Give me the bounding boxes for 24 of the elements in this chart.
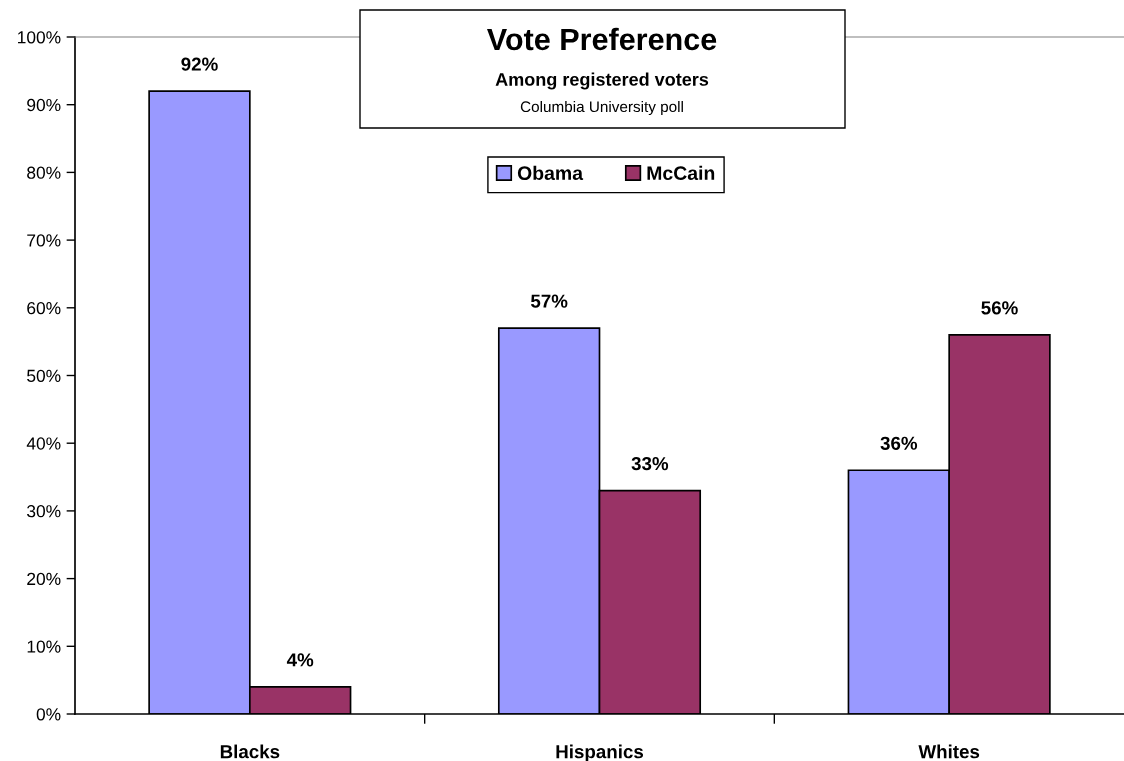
y-tick-label: 20% [27,572,61,586]
y-tick-label: 50% [27,369,61,382]
data-label: 4% [286,653,314,667]
text: Among registered voters [495,72,709,90]
data-label: 57% [530,294,568,308]
x-tick-label: Blacks [220,744,280,759]
annotation: Columbia University poll [520,100,683,116]
data-label: 33% [631,456,669,471]
y-tick-label: 80% [27,166,61,179]
y-tick-label: 30% [27,505,61,518]
y-tick-label: 0% [36,708,61,721]
y-tick-label: 70% [27,234,61,247]
chart-title: Vote Preference [487,27,717,51]
data-label: 92% [181,57,218,71]
legend-label: McCain [647,165,715,181]
y-tick-label: 60% [27,301,61,315]
y-tick-label: 10% [27,640,61,653]
x-tick-label: Whites [918,744,980,759]
data-label: 56% [981,301,1018,315]
y-tick-label: 90% [27,98,61,112]
legend-label: Obama [517,165,584,181]
y-tick-label: 100% [18,31,61,44]
data-label: 36% [880,436,918,450]
y-tick-label: 40% [26,437,61,450]
